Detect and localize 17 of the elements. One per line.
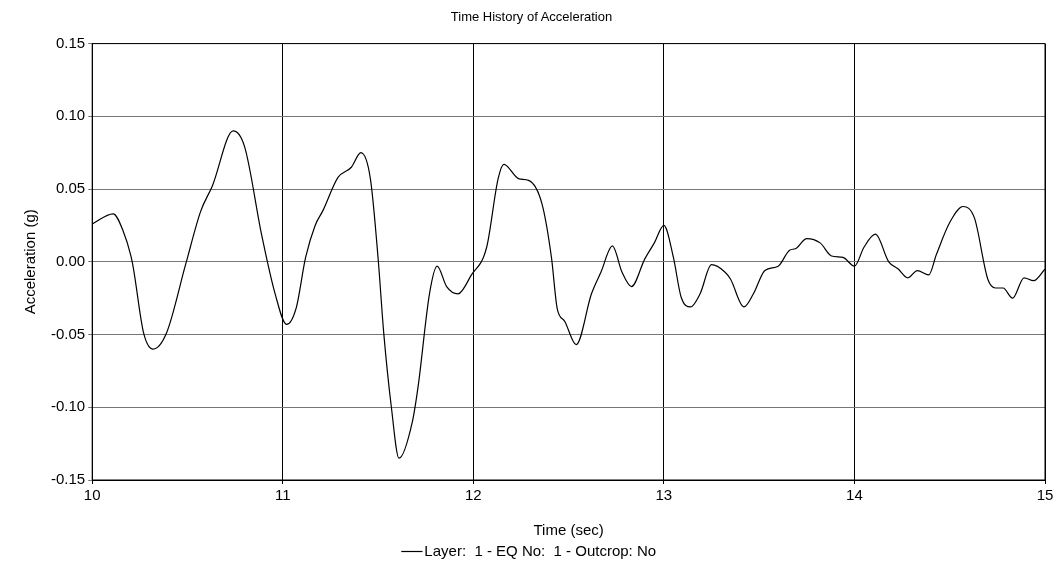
- x-tick-label: 14: [846, 486, 863, 504]
- x-tick-label: 11: [274, 486, 291, 504]
- legend-label: Layer: 1 - EQ No: 1 - Outcrop: No: [424, 541, 657, 559]
- y-tick-label: -0.05: [50, 324, 86, 342]
- y-tick-label: -0.15: [50, 470, 86, 488]
- y-tick-label: 0.00: [55, 251, 86, 269]
- chart-title: Time History of Acceleration: [450, 9, 613, 25]
- x-tick-label: 13: [655, 486, 673, 504]
- x-axis-title: Time (sec): [533, 521, 604, 539]
- y-tick-label: 0.10: [55, 106, 86, 124]
- y-tick-label: 0.15: [55, 33, 86, 51]
- y-tick-label: -0.10: [50, 397, 86, 415]
- y-tick-label: 0.05: [55, 179, 86, 197]
- x-tick-label: 12: [464, 486, 482, 504]
- y-axis-title: Acceleration (g): [21, 209, 39, 315]
- x-tick-label: 15: [1036, 486, 1054, 504]
- x-tick-label: 10: [83, 486, 101, 504]
